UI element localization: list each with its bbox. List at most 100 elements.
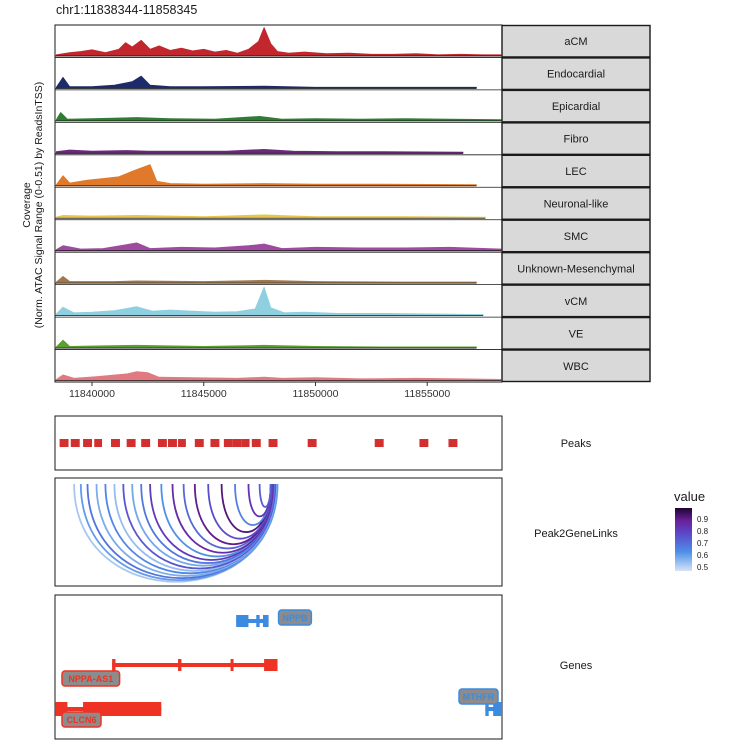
strip-label: Fibro: [563, 134, 588, 146]
link-arc: [258, 483, 272, 508]
legend-tick-label: 0.9: [697, 515, 709, 524]
peak-mark: [59, 439, 69, 447]
coverage-area: [55, 149, 464, 154]
strip-label: Neuronal-like: [544, 199, 609, 211]
strip-label: Endocardial: [547, 69, 605, 81]
peak-mark: [223, 439, 233, 447]
peak-mark: [141, 439, 151, 447]
peak-mark: [307, 439, 317, 447]
strip-label: Unknown-Mesenchymal: [517, 263, 634, 275]
coverage-area: [55, 286, 484, 316]
gene-body: [112, 663, 278, 667]
peak-mark: [374, 439, 384, 447]
legend-tick-label: 0.8: [697, 527, 709, 536]
gene-label: MTHFR: [463, 692, 495, 702]
strip-box: [501, 349, 651, 383]
gene-label: CLCN6: [66, 715, 96, 725]
coverage-area: [55, 27, 502, 57]
legend-tick-label: 0.7: [697, 539, 709, 548]
coverage-area: [55, 112, 502, 122]
gene-label-box: [458, 688, 499, 705]
strip-box: [501, 24, 651, 58]
gene-label-box: [277, 609, 313, 626]
links-panel-label: Peak2GeneLinks: [534, 528, 618, 540]
strip-label: aCM: [564, 36, 587, 48]
coverage-area: [55, 164, 477, 187]
strip-label: LEC: [565, 166, 586, 178]
gene-label-box: [61, 670, 121, 687]
link-arc: [207, 483, 273, 540]
coverage-area: [55, 75, 477, 89]
genes-panel: NPPB NPPA-AS1 CLCN6 MTHFR Genes: [54, 594, 593, 740]
legend-tick-label: 0.6: [697, 551, 709, 560]
peaks-panel-label: Peaks: [561, 438, 592, 450]
x-tick-label: 11845000: [181, 388, 227, 400]
legend-title: value: [674, 489, 705, 504]
peak-mark: [448, 439, 458, 447]
x-tick-label: 11840000: [69, 388, 115, 400]
strip-box: [501, 57, 651, 91]
strip-label: WBC: [563, 361, 589, 373]
region-title: chr1:11838344-11858345: [56, 3, 197, 17]
peaks-panel-border: [54, 415, 503, 471]
strip-label: SMC: [564, 231, 589, 243]
coverage-axis-title: Coverage (Norm. ATAC Signal Range (0-0.5…: [21, 82, 45, 328]
gene-exon: [230, 659, 234, 671]
peaks-panel: Peaks: [54, 415, 592, 471]
strip-label: vCM: [565, 296, 588, 308]
gene-exon: [112, 659, 116, 671]
link-arcs: [73, 483, 279, 583]
gene-exon: [264, 659, 278, 671]
links-panel: Peak2GeneLinks: [54, 477, 618, 587]
peak-mark: [111, 439, 120, 447]
peak-mark: [70, 439, 80, 447]
x-axis: 11840000 11845000 11850000 11855000: [69, 382, 450, 400]
gene-exon: [256, 615, 260, 627]
gene-body: [236, 619, 269, 623]
coverage-area: [55, 339, 477, 349]
peak-mark: [241, 439, 250, 447]
gene-label: NPPB: [282, 613, 308, 623]
strip-box: [501, 251, 651, 285]
legend-tick-label: 0.5: [697, 563, 709, 572]
peak-mark: [157, 439, 167, 447]
peak-mark: [210, 439, 220, 447]
coverage-area: [55, 371, 502, 381]
gene-label-box: [61, 711, 102, 728]
peak-mark: [83, 439, 93, 447]
x-tick-label: 11855000: [404, 388, 450, 400]
coverage-area: [55, 214, 486, 219]
peak-mark: [268, 439, 278, 447]
peak-mark: [167, 439, 177, 447]
gene-exon: [262, 615, 269, 627]
gene-exon: [83, 702, 162, 716]
strip-box: [501, 89, 651, 123]
strip-box: [501, 219, 651, 253]
coverage-ylabel-line1: Coverage: [21, 182, 33, 228]
gene-exon: [485, 702, 489, 716]
peak-mark: [94, 439, 103, 447]
color-legend: value 0.9 0.8 0.7 0.6 0.5: [674, 489, 709, 572]
peak-mark: [126, 439, 136, 447]
genes-panel-label: Genes: [560, 660, 593, 672]
gene-label: NPPA-AS1: [68, 674, 113, 684]
coverage-ylabel-line2: (Norm. ATAC Signal Range (0-0.51) by Rea…: [33, 82, 45, 328]
peak-marks: [59, 439, 458, 447]
links-panel-border: [54, 477, 503, 587]
gene-exon: [178, 659, 182, 671]
strip-label: Epicardial: [552, 101, 600, 113]
x-tick-label: 11850000: [293, 388, 339, 400]
strip-box: [501, 316, 651, 350]
cell-type-strips: aCM Endocardial Epicardial Fibro LEC Neuronal…: [501, 24, 651, 383]
strip-box: [501, 122, 651, 156]
gene-models: NPPB NPPA-AS1 CLCN6 MTHFR: [55, 609, 502, 728]
gene-exon: [493, 702, 502, 716]
coverage-panel-border: [54, 24, 503, 383]
peak-mark: [232, 439, 242, 447]
peak-mark: [251, 439, 261, 447]
peak-mark: [194, 439, 204, 447]
coverage-area: [55, 276, 477, 284]
coverage-area: [55, 242, 502, 252]
gene-exon: [236, 615, 249, 627]
